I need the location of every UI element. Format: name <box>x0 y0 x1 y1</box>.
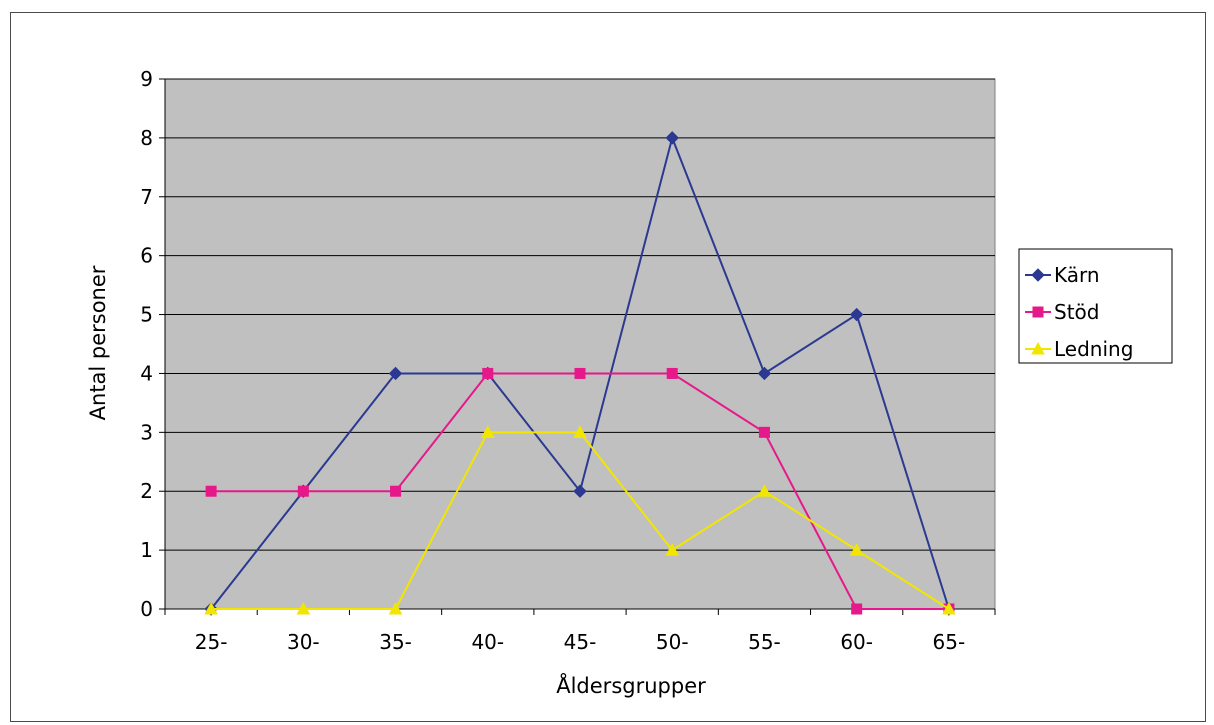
x-tick-label: 55- <box>748 630 781 654</box>
y-tick-label: 8 <box>140 126 153 150</box>
y-tick-label: 2 <box>140 479 153 503</box>
y-tick-label: 1 <box>140 538 153 562</box>
x-tick-labels: 25- 30- 35- 40- 45- 50- 55- 60- 65- <box>164 609 996 654</box>
data-point <box>482 367 494 379</box>
data-point <box>666 367 678 379</box>
legend-label: Ledning <box>1054 337 1133 361</box>
x-tick-label: 50- <box>656 630 689 654</box>
y-tick-label: 5 <box>140 303 153 327</box>
y-tick-label: 9 <box>140 67 153 91</box>
data-point <box>296 601 311 615</box>
x-axis-title: Åldersgrupper <box>556 672 706 698</box>
legend-label: Kärn <box>1054 263 1100 287</box>
data-point <box>574 367 586 379</box>
data-point <box>665 543 680 556</box>
data-point <box>758 426 770 438</box>
x-tick-label: 65- <box>933 630 966 654</box>
series-2 <box>205 367 955 615</box>
data-point <box>204 601 218 615</box>
data-point <box>388 366 403 381</box>
y-axis-title: Antal personer <box>86 265 110 420</box>
data-point <box>757 366 772 381</box>
data-point <box>573 484 587 498</box>
y-tick-label: 3 <box>140 420 153 444</box>
x-tick-label: 25- <box>195 630 228 654</box>
data-point <box>665 131 679 145</box>
y-tick-labels: 0 1 2 3 4 5 6 7 8 9 <box>140 67 165 621</box>
legend-box <box>1018 248 1173 364</box>
data-point <box>573 425 587 438</box>
x-tick-label: 45- <box>564 630 597 654</box>
legend-item: Kärn <box>1025 263 1100 287</box>
x-tick-label: 60- <box>840 630 873 654</box>
legend: Kärn Stöd Ledning <box>1018 248 1173 364</box>
legend-marker <box>1031 268 1045 282</box>
x-tick-label: 30- <box>287 630 320 654</box>
legend-marker <box>1031 341 1045 355</box>
data-point <box>757 484 772 497</box>
line-chart: 0 1 2 3 4 5 6 7 8 9 25- 30- 35- 40- 45- 50- 55- 60- 65- Å… <box>86 67 1173 698</box>
x-tick-label: 40- <box>471 630 504 654</box>
x-tick-label: 35- <box>379 630 412 654</box>
data-point <box>297 485 309 497</box>
data-point <box>849 307 864 322</box>
data-point <box>849 543 864 556</box>
y-tick-label: 6 <box>140 244 153 268</box>
legend-item: Stöd <box>1025 300 1099 324</box>
data-point <box>390 485 402 497</box>
data-point <box>851 603 863 615</box>
chart-frame: 0 1 2 3 4 5 6 7 8 9 25- 30- 35- 40- 45- 50- 55- 60- 65- Å… <box>10 12 1206 722</box>
series-3 <box>204 425 956 615</box>
plot-area <box>164 78 996 610</box>
legend-item: Ledning <box>1025 337 1133 361</box>
y-tick-label: 7 <box>140 185 153 209</box>
series-lines <box>204 131 956 616</box>
legend-label: Stöd <box>1054 300 1099 324</box>
data-point <box>480 425 495 438</box>
data-point <box>205 485 217 497</box>
y-tick-label: 0 <box>140 597 153 621</box>
legend-marker <box>1032 306 1044 318</box>
data-point <box>942 601 956 615</box>
y-tick-label: 4 <box>140 361 153 385</box>
data-point <box>388 601 403 615</box>
